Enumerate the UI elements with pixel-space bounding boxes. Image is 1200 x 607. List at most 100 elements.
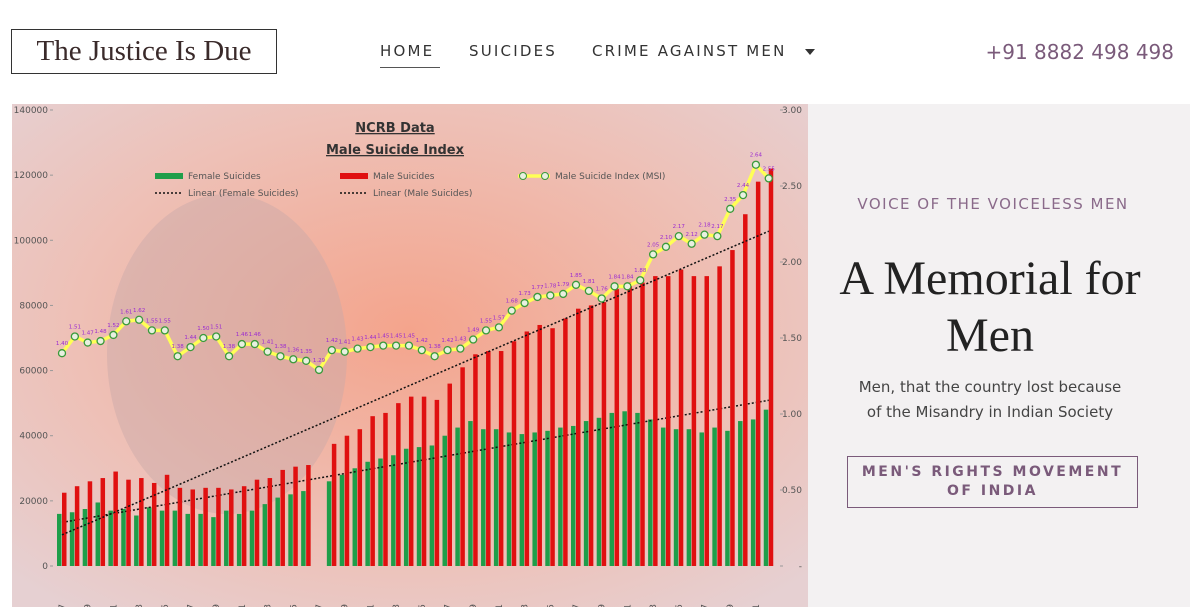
- msi-label: 1.57: [493, 315, 506, 321]
- msi-point: [661, 242, 671, 251]
- msi-label: 1.29: [313, 358, 326, 364]
- msi-point: [57, 349, 67, 358]
- x-tick-label: 1981: [238, 604, 248, 607]
- msi-point: [70, 332, 79, 341]
- msi-label: 1.40: [56, 341, 69, 347]
- bar: [331, 443, 337, 566]
- bar: [429, 445, 435, 566]
- y-tick-label: 120000: [14, 171, 49, 181]
- msi-point: [109, 330, 118, 340]
- bar: [750, 419, 756, 566]
- bar: [545, 430, 550, 566]
- msi-label: 1.62: [133, 308, 145, 314]
- bar: [352, 468, 358, 566]
- msi-label: 1.61: [120, 309, 132, 315]
- y-tick-label: 40000: [19, 432, 48, 442]
- hero-text: Men, that the country lost because of th…: [858, 378, 1122, 421]
- bar: [576, 308, 581, 566]
- bar: [139, 478, 144, 566]
- y2-tick-label: 1.50: [782, 334, 802, 344]
- bar: [596, 417, 602, 566]
- cta-button[interactable]: MEN'S RIGHTS MOVEMENT OF INDIA: [847, 456, 1138, 508]
- msi-point: [674, 232, 683, 241]
- bar: [601, 302, 607, 566]
- msi-label: 1.51: [210, 324, 222, 330]
- msi-point: [764, 174, 773, 183]
- logo[interactable]: The Justice Is Due: [11, 29, 277, 74]
- bar: [190, 489, 195, 566]
- msi-point: [122, 317, 131, 326]
- msi-point: [417, 346, 426, 355]
- x-tick-label: 1993: [392, 604, 402, 607]
- phone[interactable]: +91 8882 498 498: [985, 40, 1174, 64]
- msi-point: [301, 356, 311, 365]
- bar: [211, 517, 216, 566]
- msi-label: 1.38: [172, 344, 185, 350]
- msi-label: 1.77: [531, 285, 544, 291]
- msi-point: [147, 326, 157, 335]
- msi-point: [623, 282, 632, 291]
- bar: [306, 465, 311, 566]
- dropdown-caret[interactable]: [804, 48, 816, 56]
- bar: [87, 481, 93, 566]
- msi-label: 1.55: [480, 318, 493, 324]
- msi-point: [289, 355, 298, 364]
- msi-label: 1.42: [416, 338, 428, 344]
- msi-label: 1.81: [583, 279, 595, 285]
- x-tick-label: 1989: [341, 604, 351, 607]
- msi-point: [340, 347, 349, 356]
- bar: [524, 331, 530, 566]
- bar: [365, 461, 370, 566]
- msi-point: [237, 339, 247, 349]
- hero-title: A Memorial for Men: [839, 252, 1141, 362]
- msi-point: [559, 289, 568, 299]
- y2-tick-label: 3.00: [782, 106, 802, 116]
- msi-label: 2.64: [750, 153, 763, 159]
- bar: [378, 458, 383, 566]
- msi-label: 1.41: [339, 340, 351, 346]
- msi-label: 1.48: [94, 329, 107, 335]
- x-tick-label: 1999: [469, 604, 479, 607]
- bar: [635, 412, 640, 566]
- legend-swatch: [340, 173, 368, 179]
- bar: [481, 429, 486, 566]
- msi-point: [687, 239, 696, 248]
- msi-label: 1.38: [223, 344, 236, 350]
- msi-label: 1.76: [596, 286, 609, 292]
- bar: [537, 324, 542, 566]
- x-tick-label: 1997: [444, 604, 454, 607]
- msi-point: [443, 346, 452, 355]
- y-tick-label: 100000: [14, 236, 49, 246]
- y-tick-label: 0: [42, 562, 48, 572]
- bar: [203, 487, 208, 566]
- bar: [326, 481, 332, 566]
- bar: [236, 513, 242, 566]
- bar: [730, 250, 735, 567]
- y2-tick-label: 0.50: [782, 486, 802, 496]
- nav-link[interactable]: CRIME AGAINST MEN: [592, 42, 787, 60]
- bar: [653, 276, 658, 566]
- bar: [275, 497, 280, 566]
- bar: [249, 510, 255, 566]
- hero-panel: [808, 104, 1190, 607]
- bar: [455, 427, 460, 566]
- y-tick-label: 140000: [14, 106, 49, 116]
- bar: [408, 396, 414, 566]
- nav-link[interactable]: HOME: [380, 42, 435, 60]
- bar: [678, 269, 684, 566]
- bar: [493, 429, 499, 566]
- bar: [498, 351, 504, 566]
- msi-label: 1.35: [300, 349, 313, 355]
- bar: [755, 181, 761, 566]
- x-tick-label: 2017: [701, 604, 711, 607]
- bar: [164, 474, 170, 566]
- bar: [486, 351, 491, 566]
- x-tick-label: 2005: [546, 604, 556, 607]
- bar: [648, 419, 653, 566]
- bar: [609, 412, 615, 566]
- nav-link[interactable]: SUICIDES: [469, 42, 557, 60]
- bar: [506, 432, 512, 566]
- bar: [391, 455, 396, 566]
- bar: [74, 486, 80, 566]
- msi-point: [610, 282, 619, 291]
